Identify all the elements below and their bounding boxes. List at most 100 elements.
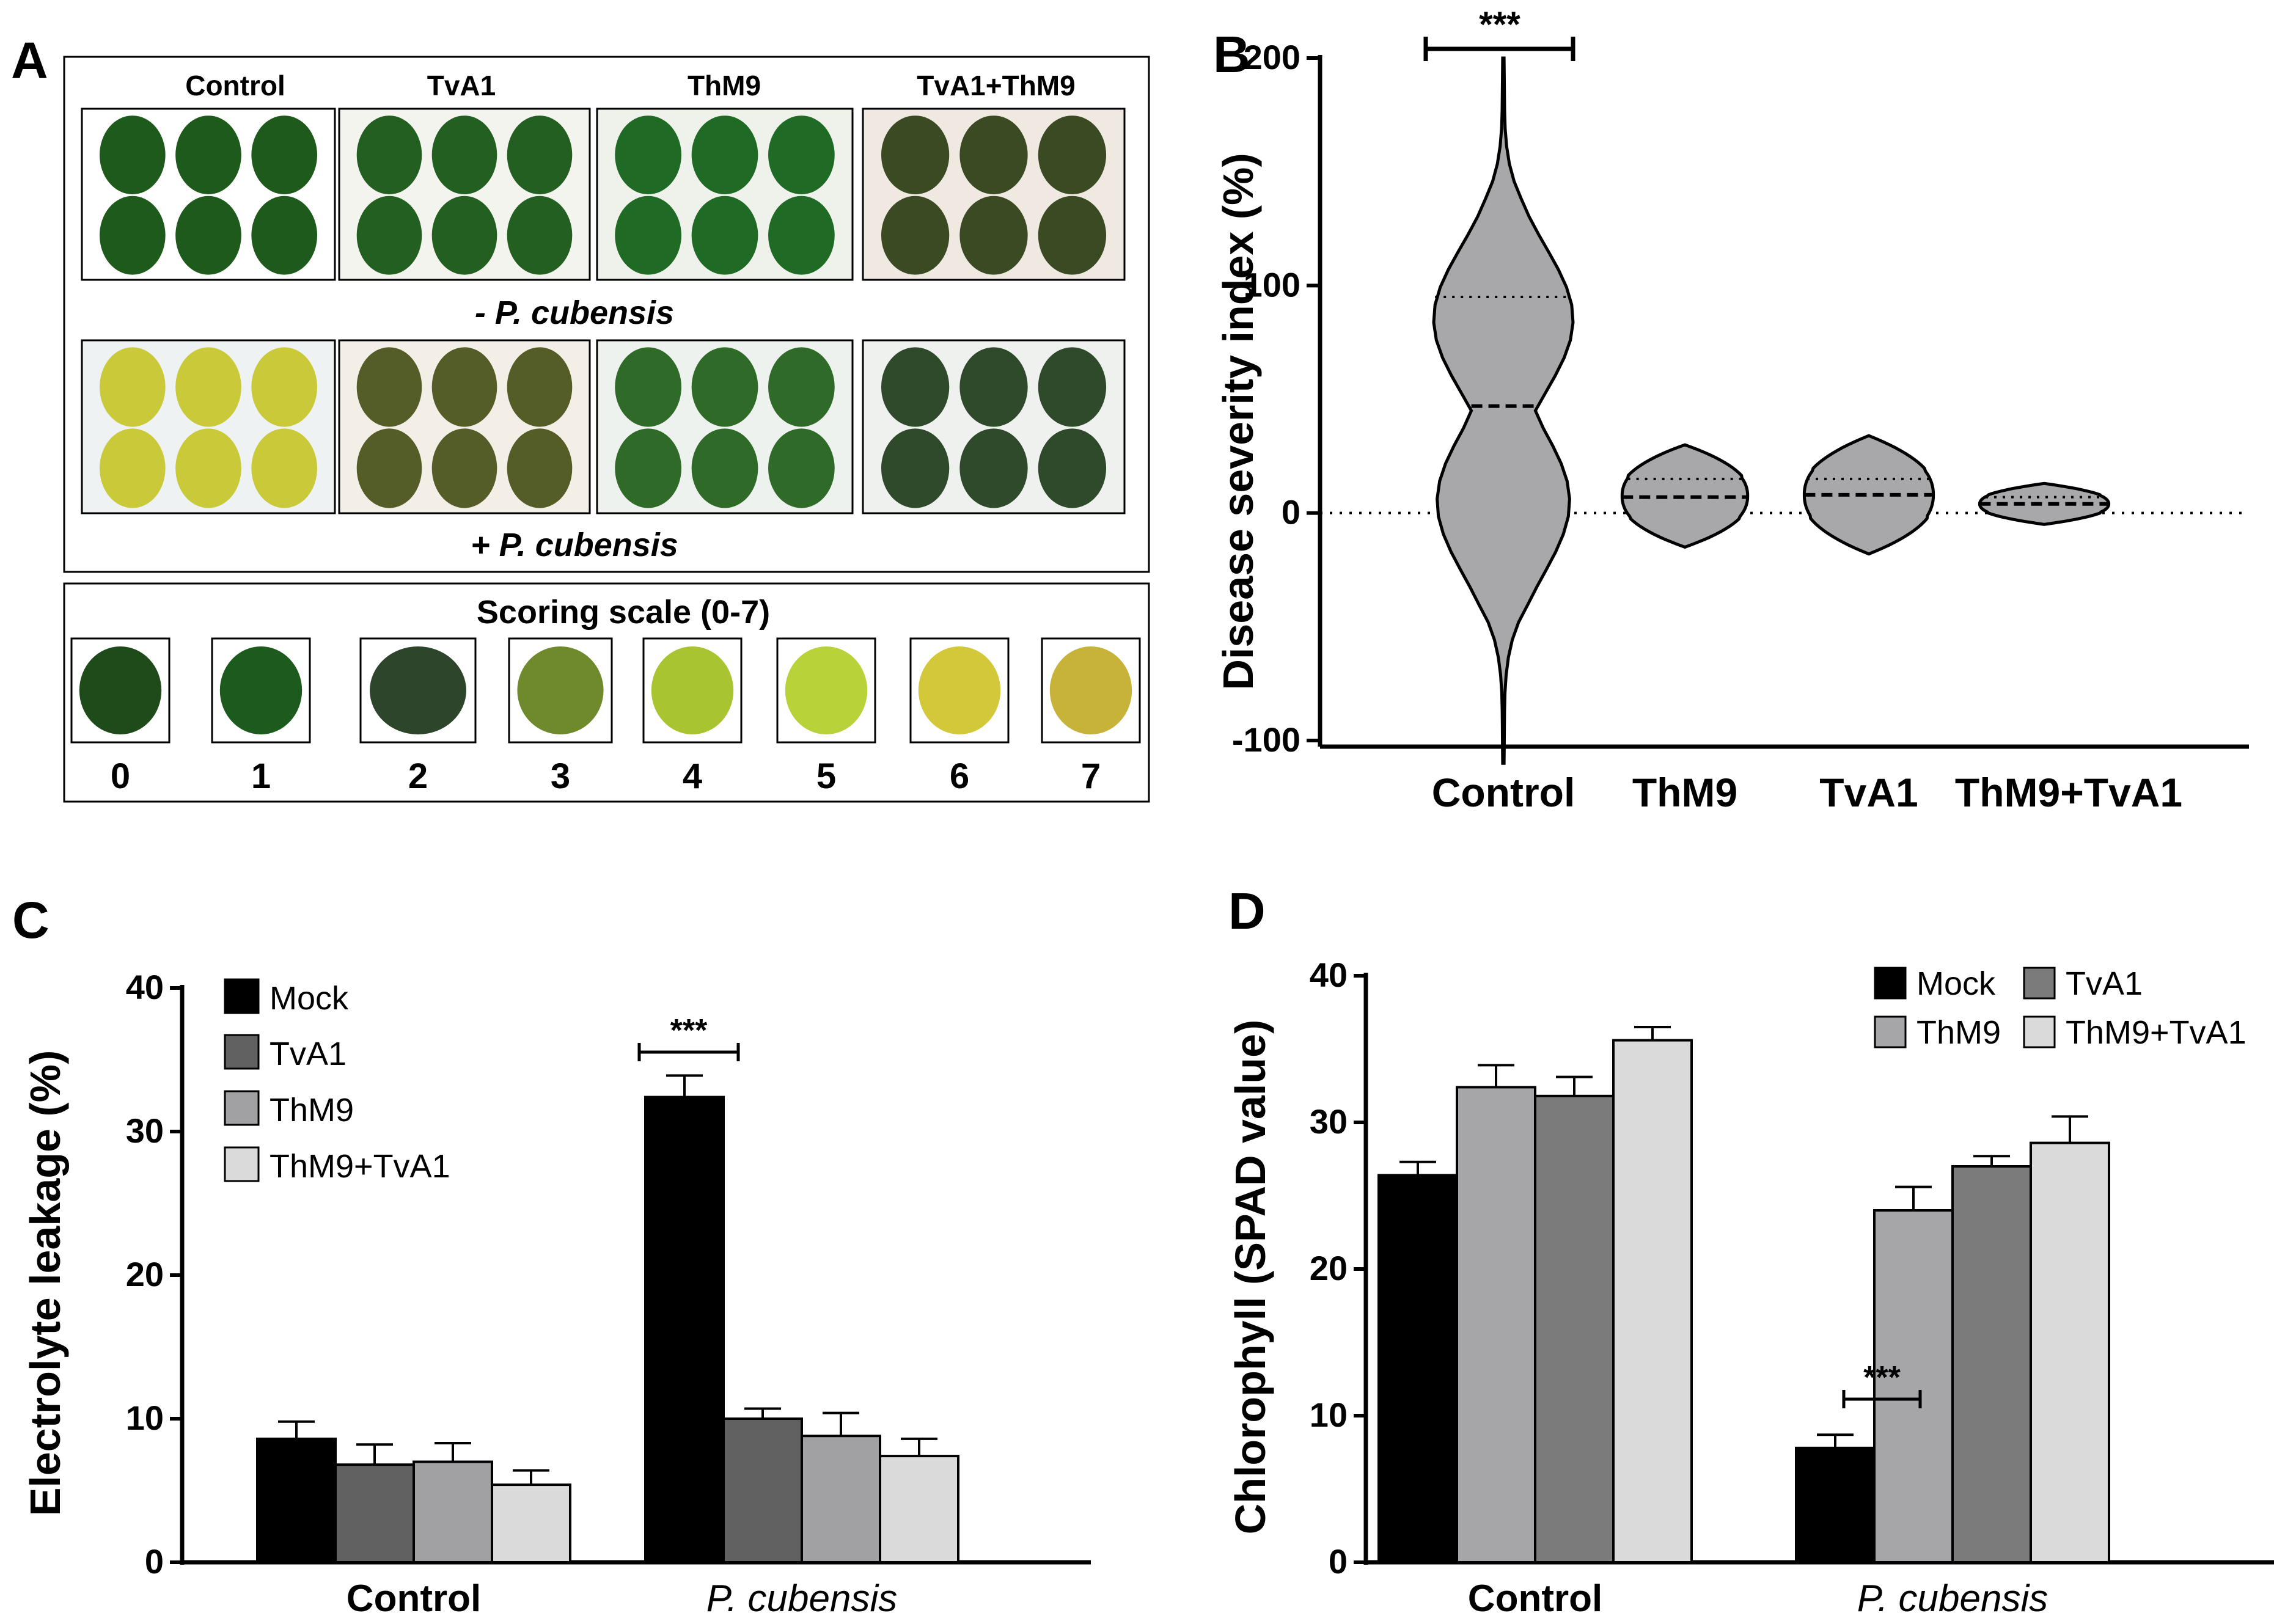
leaf-disc <box>959 196 1028 275</box>
panel-label-b: B <box>1213 26 1250 83</box>
d-bar <box>1377 1174 1458 1564</box>
scale-leaf-disc <box>1049 646 1132 734</box>
d-y-tick-label: 0 <box>1329 1542 1348 1581</box>
c-bar <box>879 1455 959 1564</box>
d-legend-label: Mock <box>1916 965 1996 1002</box>
d-y-axis-label: Chlorophyll (SPAD value) <box>1227 1020 1274 1535</box>
d-bar <box>1612 1039 1693 1564</box>
d-significance-stars: *** <box>1863 1360 1901 1395</box>
d-bar <box>1795 1446 1876 1564</box>
panel-label-c: C <box>12 891 50 949</box>
leaf-disc <box>1038 428 1107 508</box>
c-bar <box>801 1435 881 1564</box>
scale-value: 3 <box>551 756 570 796</box>
d-x-tick-label: Control <box>1468 1578 1602 1620</box>
leaf-disc <box>959 428 1028 508</box>
d-y-tick-label: 30 <box>1310 1102 1348 1141</box>
leaf-disc <box>691 347 758 427</box>
leaf-disc <box>881 428 950 508</box>
scale-value: 5 <box>816 756 836 796</box>
leaf-disc <box>99 428 166 508</box>
leaf-disc <box>615 115 681 194</box>
leaf-photo <box>862 339 1126 514</box>
d-bar <box>1951 1165 2032 1564</box>
d-legend-swatch <box>1874 1015 1907 1048</box>
c-y-tick-label: 40 <box>126 968 164 1006</box>
scale-leaf-disc <box>918 646 1001 734</box>
scale-leaf-disc <box>517 646 604 734</box>
leaf-disc <box>507 428 573 508</box>
c-x-tick-label: Control <box>347 1578 481 1620</box>
c-legend-label: ThM9+TvA1 <box>270 1148 450 1185</box>
c-bar <box>413 1460 493 1564</box>
c-y-tick-label: 30 <box>126 1111 164 1150</box>
c-bar <box>722 1417 803 1564</box>
leaf-disc <box>175 115 241 194</box>
panel-c-bar-chart: Electrolyte leakage (%) 0 10 20 30 40 Control… <box>21 968 1091 1620</box>
scale-leaf: 4 <box>642 637 743 796</box>
b-y-tick-label: 200 <box>1244 38 1300 76</box>
leaf-disc <box>431 196 497 275</box>
leaf-disc <box>768 428 835 508</box>
scale-leaf-disc <box>785 646 868 734</box>
scale-leaf: 3 <box>508 637 613 796</box>
leaf-disc <box>99 196 166 275</box>
d-x-tick-label: P. cubensis <box>1857 1578 2048 1620</box>
scale-value: 0 <box>111 756 130 796</box>
c-y-tick-label: 0 <box>145 1542 164 1581</box>
d-bar <box>1534 1094 1615 1564</box>
d-legend-swatch <box>2023 1015 2056 1048</box>
scale-leaf-disc <box>79 646 162 734</box>
scale-leaf: 6 <box>909 637 1010 796</box>
c-bar <box>334 1463 415 1564</box>
c-legend-swatch <box>224 978 260 1014</box>
c-bar <box>644 1095 725 1564</box>
d-y-tick-label: 10 <box>1310 1395 1348 1434</box>
leaf-disc <box>691 115 758 194</box>
leaf-disc <box>507 347 573 427</box>
scale-leaf: 7 <box>1041 637 1141 796</box>
leaf-disc <box>175 347 241 427</box>
d-bar <box>2030 1141 2110 1564</box>
panel-label-a: A <box>11 32 48 89</box>
leaf-disc <box>881 115 950 194</box>
scoring-scale-box <box>63 582 1150 803</box>
leaf-disc <box>1038 347 1107 427</box>
c-bar <box>256 1437 337 1564</box>
leaf-disc <box>251 347 318 427</box>
b-x-tick-label: ThM9+TvA1 <box>1955 770 2182 815</box>
c-legend-swatch <box>224 1090 260 1126</box>
b-x-tick-label: TvA1 <box>1819 770 1918 815</box>
d-legend-label: ThM9+TvA1 <box>2066 1014 2246 1051</box>
leaf-disc <box>431 428 497 508</box>
leaf-disc <box>768 196 835 275</box>
b-violin <box>1978 481 2111 526</box>
scale-leaf: 2 <box>359 637 477 796</box>
b-violin <box>1802 434 1935 556</box>
leaf-disc <box>1038 196 1107 275</box>
leaf-disc <box>1038 115 1107 194</box>
panel-d-bar-chart: Chlorophyll (SPAD value) 0 10 20 30 40 Contro… <box>1227 956 2274 1620</box>
leaf-photo <box>862 108 1126 281</box>
leaf-disc <box>768 347 835 427</box>
leaf-photo <box>81 339 336 514</box>
b-violin <box>1620 443 1750 549</box>
leaf-disc <box>615 196 681 275</box>
row-label-uninfected: - P. cubensis <box>475 294 674 331</box>
leaf-disc <box>768 115 835 194</box>
c-legend-swatch <box>224 1034 260 1070</box>
column-header: ThM9 <box>688 70 761 101</box>
c-y-axis-label: Electrolyte leakage (%) <box>21 1050 69 1516</box>
c-y-tick-label: 20 <box>126 1255 164 1293</box>
panel-a: Control TvA1 ThM9 TvA1+ThM9 - P. cubensi… <box>63 56 1150 803</box>
leaf-disc <box>356 428 422 508</box>
treatment-box <box>63 56 1150 573</box>
leaf-disc <box>507 115 573 194</box>
leaf-disc <box>431 115 497 194</box>
leaf-disc <box>959 115 1028 194</box>
leaf-disc <box>356 115 422 194</box>
c-legend-swatch <box>224 1146 260 1182</box>
column-header: TvA1+ThM9 <box>917 70 1075 101</box>
scale-value: 2 <box>408 756 428 796</box>
